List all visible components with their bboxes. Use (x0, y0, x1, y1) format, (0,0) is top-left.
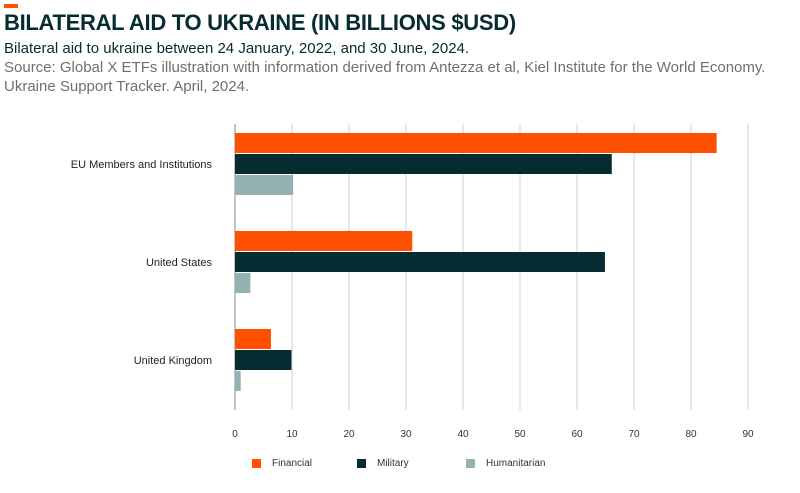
x-tick-label: 90 (742, 429, 754, 440)
x-tick-label: 20 (343, 429, 355, 440)
category-labels: EU Members and Institutions United States… (71, 159, 213, 367)
x-tick-label: 50 (514, 429, 526, 440)
bar-military (235, 350, 292, 370)
chart-legend: Financial Military Humanitarian (0, 458, 800, 478)
x-tick-label: 30 (400, 429, 412, 440)
category-label: United States (146, 257, 213, 269)
legend-item-humanitarian: Humanitarian (466, 458, 545, 469)
bar-military (235, 252, 605, 272)
chart-title: BILATERAL AID TO UKRAINE (IN BILLIONS $U… (4, 10, 516, 35)
x-tick-label: 40 (457, 429, 469, 440)
x-tick-label: 0 (232, 429, 238, 440)
legend-swatch (252, 459, 261, 468)
bar-financial (235, 329, 271, 349)
legend-label: Humanitarian (486, 458, 546, 469)
bar-humanitarian (235, 371, 241, 391)
legend-swatch (357, 459, 366, 468)
chart-source: Source: Global X ETFs illustration with … (4, 59, 766, 95)
category-label: United Kingdom (134, 355, 212, 367)
category-label: EU Members and Institutions (71, 159, 213, 171)
legend-label: Financial (272, 458, 313, 469)
x-tick-label: 80 (685, 429, 697, 440)
bar-financial (235, 231, 413, 251)
legend-label: Military (377, 458, 409, 469)
bar-financial (235, 133, 717, 153)
bar-military (235, 154, 612, 174)
x-axis-ticks: 0 10 20 30 40 50 60 70 80 90 (232, 429, 754, 440)
chart-subtitle: Bilateral aid to ukraine between 24 Janu… (4, 40, 470, 57)
legend-item-military: Military (357, 458, 409, 469)
legend-swatch (466, 459, 475, 468)
bars (235, 133, 717, 391)
accent-bar (4, 4, 18, 8)
legend-item-financial: Financial (252, 458, 312, 469)
bar-humanitarian (235, 175, 294, 195)
x-tick-label: 60 (571, 429, 583, 440)
bar-humanitarian (235, 273, 251, 293)
x-tick-label: 70 (628, 429, 640, 440)
x-tick-label: 10 (286, 429, 298, 440)
